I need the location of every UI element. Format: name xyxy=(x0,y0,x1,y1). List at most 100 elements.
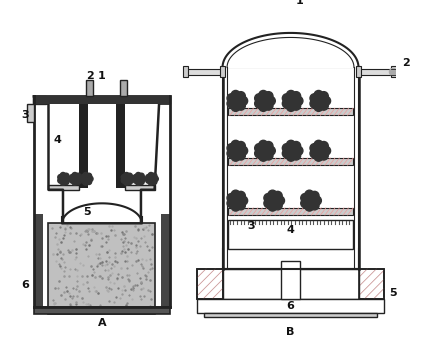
Circle shape xyxy=(301,199,310,208)
Circle shape xyxy=(152,179,157,185)
Bar xyxy=(34,214,43,314)
Circle shape xyxy=(292,92,301,101)
Circle shape xyxy=(133,178,139,183)
Circle shape xyxy=(316,97,324,105)
Circle shape xyxy=(259,140,268,149)
Circle shape xyxy=(389,68,397,75)
Bar xyxy=(228,108,353,115)
Text: 1: 1 xyxy=(98,71,106,81)
Bar xyxy=(48,185,79,190)
Circle shape xyxy=(282,94,291,103)
Circle shape xyxy=(261,97,268,105)
Circle shape xyxy=(259,102,268,112)
Circle shape xyxy=(136,172,141,178)
Circle shape xyxy=(292,151,301,160)
Circle shape xyxy=(255,149,264,158)
Text: B: B xyxy=(286,327,295,337)
Circle shape xyxy=(58,178,63,183)
Bar xyxy=(197,269,223,299)
Circle shape xyxy=(146,178,151,183)
Circle shape xyxy=(259,90,268,99)
Circle shape xyxy=(273,201,282,210)
Circle shape xyxy=(58,174,63,180)
Circle shape xyxy=(286,102,296,112)
Circle shape xyxy=(233,147,241,154)
Circle shape xyxy=(275,196,285,205)
Circle shape xyxy=(231,152,240,161)
Circle shape xyxy=(121,174,127,180)
Circle shape xyxy=(264,92,273,101)
Circle shape xyxy=(65,176,70,182)
Circle shape xyxy=(60,180,66,185)
Circle shape xyxy=(127,179,133,185)
Text: A: A xyxy=(98,318,106,328)
Circle shape xyxy=(289,147,296,154)
Circle shape xyxy=(310,94,319,103)
Circle shape xyxy=(227,149,236,158)
Circle shape xyxy=(236,92,245,101)
Circle shape xyxy=(137,176,141,181)
Bar xyxy=(359,269,384,299)
Circle shape xyxy=(69,178,75,183)
Bar xyxy=(85,80,93,96)
Circle shape xyxy=(286,152,296,161)
Circle shape xyxy=(264,101,273,110)
Circle shape xyxy=(301,193,310,202)
Circle shape xyxy=(282,149,291,158)
Circle shape xyxy=(314,102,323,112)
FancyBboxPatch shape xyxy=(223,67,359,269)
Circle shape xyxy=(286,90,296,99)
Bar xyxy=(79,104,88,188)
Circle shape xyxy=(319,92,328,101)
Text: 1: 1 xyxy=(296,0,304,6)
Circle shape xyxy=(322,97,330,105)
Circle shape xyxy=(88,176,93,182)
Circle shape xyxy=(310,201,319,210)
Circle shape xyxy=(268,190,277,199)
Circle shape xyxy=(310,99,319,108)
Circle shape xyxy=(153,176,158,182)
Circle shape xyxy=(307,197,314,204)
Polygon shape xyxy=(223,33,359,67)
Circle shape xyxy=(264,151,273,160)
Bar xyxy=(359,69,397,74)
Circle shape xyxy=(233,197,241,204)
Circle shape xyxy=(305,190,314,199)
Circle shape xyxy=(75,179,81,185)
Bar xyxy=(228,158,353,165)
Circle shape xyxy=(72,172,77,178)
Circle shape xyxy=(86,179,92,185)
Circle shape xyxy=(77,176,82,182)
Polygon shape xyxy=(34,96,46,104)
Circle shape xyxy=(316,147,324,154)
Circle shape xyxy=(255,143,264,153)
Circle shape xyxy=(64,173,69,179)
Circle shape xyxy=(148,172,154,178)
Circle shape xyxy=(239,97,248,105)
Text: 3: 3 xyxy=(248,221,256,231)
Bar xyxy=(120,80,127,96)
Bar xyxy=(197,299,384,313)
Text: 6: 6 xyxy=(21,280,29,290)
Circle shape xyxy=(83,172,88,178)
Circle shape xyxy=(83,180,88,185)
Circle shape xyxy=(149,176,154,181)
Text: 6: 6 xyxy=(287,301,294,311)
Circle shape xyxy=(314,90,323,99)
Circle shape xyxy=(314,140,323,149)
Text: 4: 4 xyxy=(287,225,294,235)
Circle shape xyxy=(255,99,264,108)
Text: 3: 3 xyxy=(21,109,29,119)
Circle shape xyxy=(84,176,89,181)
Circle shape xyxy=(227,94,236,103)
Bar xyxy=(280,6,301,12)
Circle shape xyxy=(266,146,275,155)
Bar xyxy=(359,269,384,299)
Circle shape xyxy=(236,141,245,151)
Circle shape xyxy=(236,191,245,200)
Circle shape xyxy=(69,174,75,180)
Circle shape xyxy=(80,174,86,180)
Circle shape xyxy=(231,190,240,199)
Circle shape xyxy=(146,174,151,180)
Bar xyxy=(184,69,223,74)
